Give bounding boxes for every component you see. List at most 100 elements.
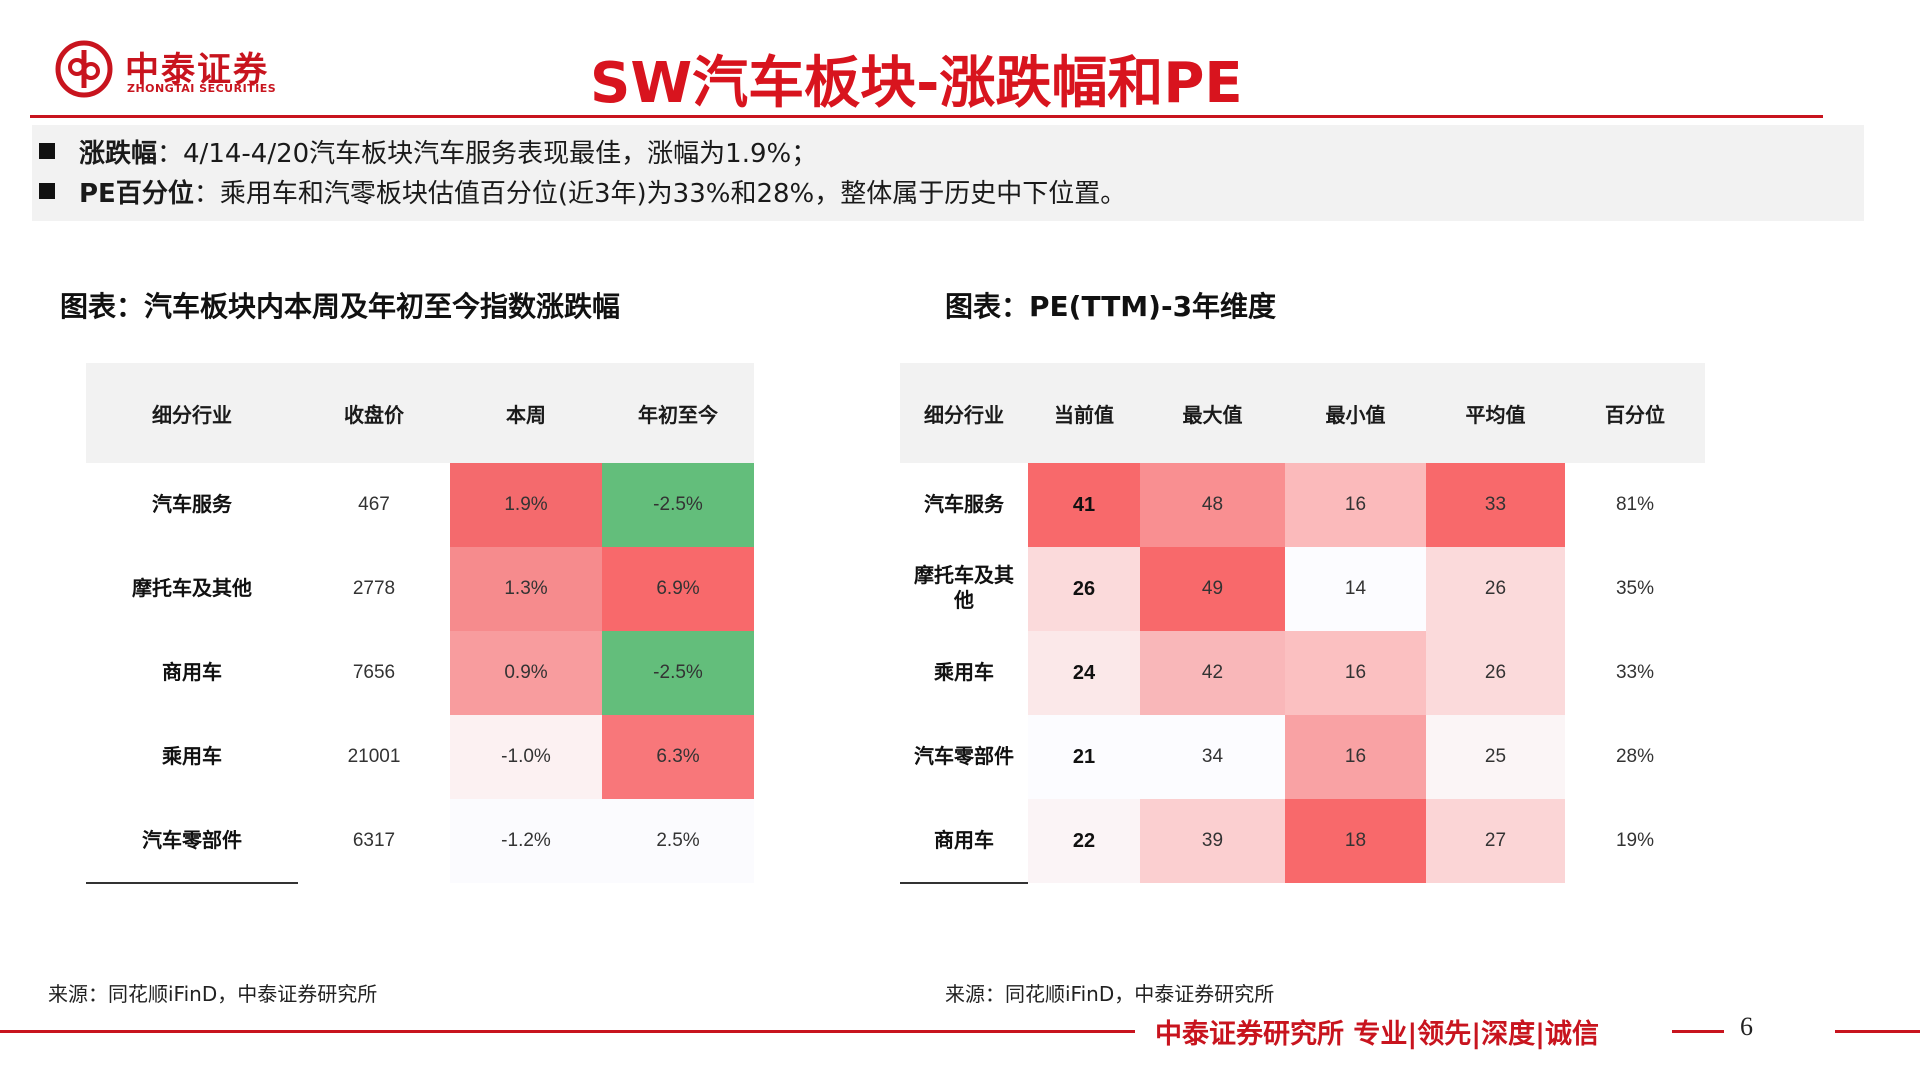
col-header: 当前值 bbox=[1028, 363, 1140, 463]
summary-text: ：乘用车和汽零板块估值百分位(近3年)为33%和28%，整体属于历史中下位置。 bbox=[193, 178, 1127, 209]
summary-box: 涨跌幅 ：4/14-4/20汽车板块汽车服务表现最佳，涨幅为1.9%； PE百分… bbox=[32, 125, 1864, 221]
pe-ttm-table: 细分行业 当前值 最大值 最小值 平均值 百分位 汽车服务 41 48 16 33 81%… bbox=[900, 363, 1705, 883]
pe-min-cell: 18 bbox=[1285, 799, 1426, 883]
pe-percentile-cell: 33% bbox=[1615, 662, 1655, 683]
industry-name-cell: 摩托车及其他 bbox=[914, 565, 1014, 612]
right-source-note: 来源：同花顺iFinD，中泰证券研究所 bbox=[945, 982, 1275, 1006]
pe-avg-cell: 26 bbox=[1426, 547, 1565, 631]
square-bullet-icon bbox=[39, 143, 55, 159]
pe-current-cell: 41 bbox=[1028, 463, 1140, 547]
pe-current-cell: 22 bbox=[1028, 799, 1140, 883]
pe-min-cell: 16 bbox=[1285, 631, 1426, 715]
page-title: SW汽车板块-涨跌幅和PE bbox=[590, 51, 1243, 116]
col-header: 细分行业 bbox=[900, 363, 1028, 463]
square-bullet-icon bbox=[39, 183, 55, 199]
close-price-cell: 467 bbox=[358, 494, 390, 515]
ytd-change-cell: -2.5% bbox=[602, 463, 754, 547]
industry-name-cell: 乘用车 bbox=[162, 745, 222, 768]
left-table-title: 图表：汽车板块内本周及年初至今指数涨跌幅 bbox=[60, 290, 621, 323]
page-number: 6 bbox=[1740, 1012, 1753, 1041]
col-header: 收盘价 bbox=[298, 363, 450, 463]
table-row: 汽车服务 467 1.9% -2.5% bbox=[86, 463, 754, 547]
col-header: 百分位 bbox=[1565, 363, 1705, 463]
left-source-note: 来源：同花顺iFinD，中泰证券研究所 bbox=[48, 982, 378, 1006]
pe-percentile-cell: 28% bbox=[1615, 746, 1655, 767]
title-divider bbox=[30, 115, 1823, 118]
table-underline bbox=[900, 882, 1028, 884]
pe-min-cell: 16 bbox=[1285, 715, 1426, 799]
ytd-change-cell: 6.9% bbox=[602, 547, 754, 631]
pe-max-cell: 48 bbox=[1140, 463, 1285, 547]
close-price-cell: 2778 bbox=[352, 578, 396, 599]
brand-logo: 中泰证券 ZHONGTAI SECURITIES bbox=[55, 40, 295, 98]
right-table-title: 图表：PE(TTM)-3年维度 bbox=[945, 290, 1277, 323]
ytd-change-cell: 2.5% bbox=[602, 799, 754, 883]
col-header: 最大值 bbox=[1140, 363, 1285, 463]
pe-max-cell: 49 bbox=[1140, 547, 1285, 631]
pe-current-cell: 24 bbox=[1028, 631, 1140, 715]
table-row: 乘用车 21001 -1.0% 6.3% bbox=[86, 715, 754, 799]
close-price-cell: 21001 bbox=[347, 746, 401, 767]
logo-en-text: ZHONGTAI SECURITIES bbox=[127, 82, 277, 95]
footer-rule bbox=[1672, 1030, 1724, 1033]
pe-percentile-cell: 81% bbox=[1615, 494, 1655, 515]
pe-avg-cell: 26 bbox=[1426, 631, 1565, 715]
week-change-cell: -1.2% bbox=[450, 799, 602, 883]
industry-name-cell: 汽车零部件 bbox=[142, 829, 242, 852]
industry-name-cell: 商用车 bbox=[934, 829, 994, 852]
col-header: 细分行业 bbox=[86, 363, 298, 463]
week-change-cell: 1.9% bbox=[450, 463, 602, 547]
table-row: 汽车零部件 6317 -1.2% 2.5% bbox=[86, 799, 754, 883]
footer-slogan: 中泰证券研究所 专业|领先|深度|诚信 bbox=[1155, 1019, 1599, 1050]
table-row: 摩托车及其他 2778 1.3% 6.9% bbox=[86, 547, 754, 631]
summary-text: ：4/14-4/20汽车板块汽车服务表现最佳，涨幅为1.9%； bbox=[157, 138, 818, 169]
ytd-change-cell: 6.3% bbox=[602, 715, 754, 799]
index-change-table: 细分行业 收盘价 本周 年初至今 汽车服务 467 1.9% -2.5% 摩托车及其他 2… bbox=[86, 363, 754, 883]
table-row: 汽车服务 41 48 16 33 81% bbox=[900, 463, 1705, 547]
col-header: 平均值 bbox=[1426, 363, 1565, 463]
pe-min-cell: 14 bbox=[1285, 547, 1426, 631]
table-row: 商用车 7656 0.9% -2.5% bbox=[86, 631, 754, 715]
footer-rule bbox=[1835, 1030, 1920, 1033]
col-header: 最小值 bbox=[1285, 363, 1426, 463]
industry-name-cell: 汽车服务 bbox=[152, 493, 232, 516]
week-change-cell: 0.9% bbox=[450, 631, 602, 715]
pe-max-cell: 39 bbox=[1140, 799, 1285, 883]
industry-name-cell: 汽车服务 bbox=[924, 493, 1004, 516]
summary-key: 涨跌幅 bbox=[79, 138, 158, 169]
table-row: 汽车零部件 21 34 16 25 28% bbox=[900, 715, 1705, 799]
table-header-row: 细分行业 当前值 最大值 最小值 平均值 百分位 bbox=[900, 363, 1705, 463]
col-header: 年初至今 bbox=[602, 363, 754, 463]
table-row: 摩托车及其他 26 49 14 26 35% bbox=[900, 547, 1705, 631]
zhongtai-logo-icon bbox=[55, 40, 113, 98]
week-change-cell: 1.3% bbox=[450, 547, 602, 631]
industry-name-cell: 商用车 bbox=[162, 661, 222, 684]
table-underline bbox=[86, 882, 298, 884]
pe-current-cell: 21 bbox=[1028, 715, 1140, 799]
ytd-change-cell: -2.5% bbox=[602, 631, 754, 715]
table-row: 乘用车 24 42 16 26 33% bbox=[900, 631, 1705, 715]
summary-item: PE百分位 ：乘用车和汽零板块估值百分位(近3年)为33%和28%，整体属于历史… bbox=[37, 173, 1126, 209]
logo-cn-text: 中泰证券 bbox=[125, 50, 269, 90]
summary-item: 涨跌幅 ：4/14-4/20汽车板块汽车服务表现最佳，涨幅为1.9%； bbox=[37, 133, 817, 169]
pe-current-cell: 26 bbox=[1028, 547, 1140, 631]
pe-avg-cell: 33 bbox=[1426, 463, 1565, 547]
table-row: 商用车 22 39 18 27 19% bbox=[900, 799, 1705, 883]
table-header-row: 细分行业 收盘价 本周 年初至今 bbox=[86, 363, 754, 463]
close-price-cell: 7656 bbox=[352, 662, 396, 683]
week-change-cell: -1.0% bbox=[450, 715, 602, 799]
industry-name-cell: 汽车零部件 bbox=[914, 745, 1014, 768]
pe-avg-cell: 27 bbox=[1426, 799, 1565, 883]
summary-key: PE百分位 bbox=[79, 178, 194, 209]
pe-percentile-cell: 19% bbox=[1615, 830, 1655, 851]
footer-rule bbox=[0, 1030, 1135, 1033]
pe-min-cell: 16 bbox=[1285, 463, 1426, 547]
industry-name-cell: 摩托车及其他 bbox=[132, 577, 252, 600]
pe-avg-cell: 25 bbox=[1426, 715, 1565, 799]
industry-name-cell: 乘用车 bbox=[934, 661, 994, 684]
pe-max-cell: 34 bbox=[1140, 715, 1285, 799]
close-price-cell: 6317 bbox=[352, 830, 396, 851]
pe-percentile-cell: 35% bbox=[1615, 578, 1655, 599]
pe-max-cell: 42 bbox=[1140, 631, 1285, 715]
col-header: 本周 bbox=[450, 363, 602, 463]
